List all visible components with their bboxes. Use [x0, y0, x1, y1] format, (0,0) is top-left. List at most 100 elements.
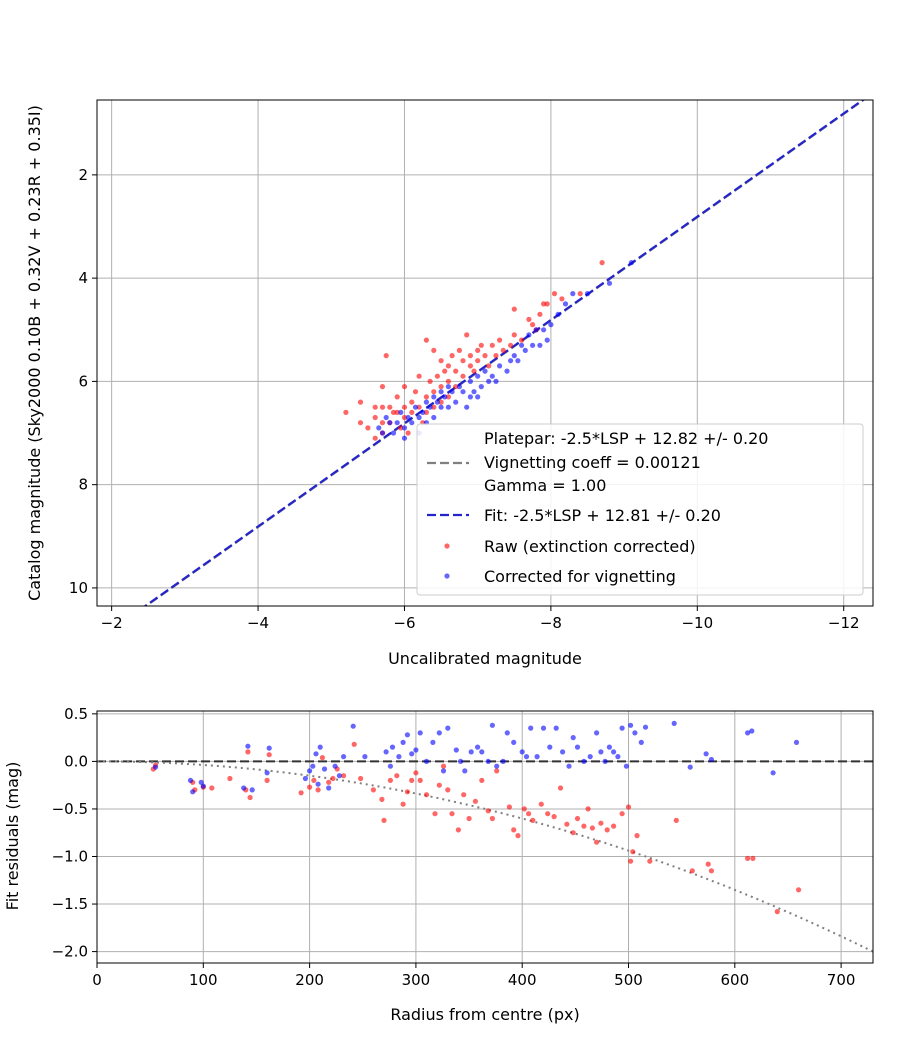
corrected-point [430, 739, 436, 746]
corrected-point [511, 739, 517, 746]
bottom-y-ticks: 0.5 0.0 −0.5 −1.0 −1.5 −2.0 [52, 705, 97, 961]
legend-corrected-marker [444, 573, 450, 579]
raw-point [708, 868, 715, 874]
legend-corrected: Corrected for vignetting [484, 567, 676, 586]
corrected-point [307, 768, 313, 774]
raw-point [453, 384, 459, 390]
corrected-point [413, 747, 419, 753]
corrected-point [317, 744, 323, 750]
raw-point [315, 787, 321, 793]
corrected-point [362, 754, 368, 760]
raw-point [445, 363, 451, 369]
corrected-point [475, 373, 481, 379]
corrected-point [321, 766, 328, 772]
raw-point [423, 409, 429, 415]
legend-raw: Raw (extinction corrected) [484, 537, 696, 556]
raw-point [574, 815, 581, 822]
raw-point [379, 420, 386, 426]
corrected-point [190, 789, 196, 795]
raw-point [466, 815, 472, 822]
raw-point [705, 861, 711, 867]
corrected-point [570, 291, 576, 297]
raw-point [456, 347, 462, 353]
corrected-point [404, 732, 410, 738]
raw-point [599, 260, 605, 266]
bottom-points [150, 720, 802, 915]
raw-point [416, 404, 422, 410]
raw-point [409, 409, 415, 415]
y-tick-label: 4 [78, 269, 88, 287]
raw-point [423, 337, 429, 343]
raw-point [445, 787, 451, 793]
raw-point [538, 801, 544, 807]
corrected-point [671, 720, 677, 727]
raw-point [519, 337, 525, 343]
raw-point [745, 855, 751, 862]
corrected-point [533, 327, 539, 333]
raw-point [413, 770, 419, 776]
corrected-point [606, 744, 613, 750]
corrected-point [398, 409, 404, 415]
x-tick-label: 500 [614, 971, 643, 989]
corrected-point [611, 749, 617, 755]
corrected-point [530, 342, 536, 348]
raw-point [404, 789, 410, 795]
corrected-point [445, 404, 451, 410]
corrected-point [417, 730, 423, 736]
raw-point [594, 839, 600, 845]
y-tick-label: −2.0 [52, 943, 88, 961]
y-tick-label: 6 [78, 372, 88, 390]
corrected-point [266, 745, 272, 751]
raw-point [401, 384, 408, 390]
corrected-point [440, 768, 447, 774]
y-tick-label: 0.5 [64, 705, 88, 723]
raw-point [489, 342, 495, 348]
corrected-point [464, 404, 470, 410]
corrected-point [628, 260, 635, 266]
raw-point [630, 849, 636, 855]
corrected-point [703, 751, 709, 757]
raw-point [511, 332, 517, 338]
corrected-point [489, 373, 495, 379]
corrected-point [511, 353, 517, 359]
corrected-point [389, 744, 396, 750]
corrected-point [412, 404, 419, 410]
corrected-point [584, 291, 591, 297]
corrected-point [526, 332, 532, 338]
corrected-point [587, 754, 593, 760]
corrected-point [504, 368, 510, 374]
raw-point [479, 777, 485, 784]
top-axes-frame [96, 99, 874, 607]
raw-point [577, 291, 583, 297]
raw-point [559, 296, 565, 302]
corrected-point [553, 725, 559, 731]
y-tick-label: −0.5 [52, 800, 88, 818]
corrected-point [436, 730, 442, 736]
corrected-point [581, 758, 587, 765]
corrected-point [519, 342, 525, 348]
raw-point [647, 858, 653, 864]
corrected-point [544, 337, 550, 343]
raw-point [307, 784, 313, 790]
raw-point [564, 821, 570, 827]
corrected-point [445, 725, 451, 731]
corrected-point [264, 770, 270, 776]
raw-point [330, 775, 336, 782]
corrected-point [453, 399, 459, 405]
raw-point [381, 817, 387, 824]
top-points [343, 260, 635, 441]
corrected-point [537, 342, 543, 348]
raw-point [394, 394, 400, 400]
bottom-x-axis-label: Radius from centre (px) [390, 1005, 579, 1024]
top-y-axis-label: Catalog magnitude (Sky2000 0.10B + 0.32V… [25, 105, 44, 601]
raw-point [581, 823, 587, 829]
raw-point [478, 342, 484, 348]
corrected-point [449, 389, 455, 395]
raw-point [387, 404, 393, 410]
raw-point [394, 409, 400, 415]
corrected-point [615, 754, 621, 760]
corrected-point [401, 435, 408, 441]
raw-point [405, 430, 411, 436]
x-tick-label: 0 [92, 971, 102, 989]
y-tick-label: 8 [78, 476, 88, 494]
